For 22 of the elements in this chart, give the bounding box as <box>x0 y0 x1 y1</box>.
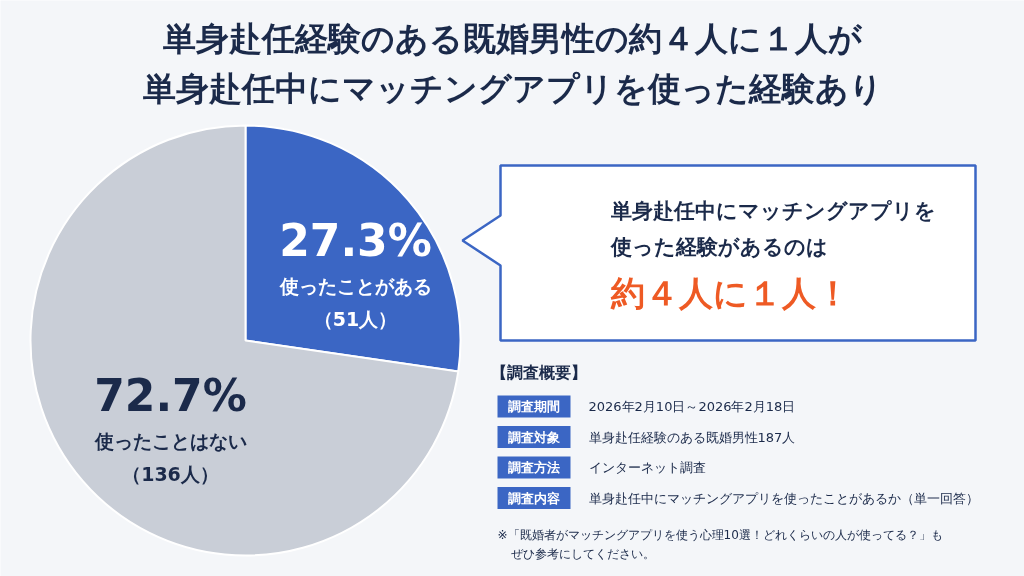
text: 調査方法 <box>507 460 560 475</box>
text: 2026年2月10日～2026年2月18日 <box>588 399 796 414</box>
text: 調査期間 <box>507 399 560 414</box>
slice-label: 使ったことはない <box>93 429 247 452</box>
data-label: 72.7% <box>94 370 247 421</box>
text: 調査対象 <box>507 429 560 445</box>
text: 【調査概要】 <box>490 363 587 382</box>
data-label: 27.3% <box>279 215 432 266</box>
chart-title: 単身赴任経験のある既婚男性の約４人に１人が <box>163 19 863 58</box>
text: 調査内容 <box>507 490 560 506</box>
text: 単身赴任中にマッチングアプリを使ったことがあるか（単一回答） <box>588 490 979 506</box>
text: （136人） <box>122 462 219 485</box>
chart-subtitle: 単身赴任中にマッチングアプリを使った経験あり <box>142 69 883 108</box>
text: 使った経験があるのは <box>609 234 828 259</box>
text: 単身赴任経験のある既婚男性187人 <box>588 429 796 445</box>
text: 単身赴任中にマッチングアプリを <box>609 198 936 223</box>
text: インターネット調査 <box>588 460 706 475</box>
text: ぜひ参考にしてください。 <box>510 546 655 561</box>
slice-label: 使ったことがある <box>278 274 432 297</box>
text: ※「既婚者がマッチングアプリを使う心理10選！どれくらいの人が使ってる？」も <box>497 527 943 542</box>
text: 約４人に１人！ <box>609 272 850 313</box>
text: （51人） <box>313 307 398 330</box>
